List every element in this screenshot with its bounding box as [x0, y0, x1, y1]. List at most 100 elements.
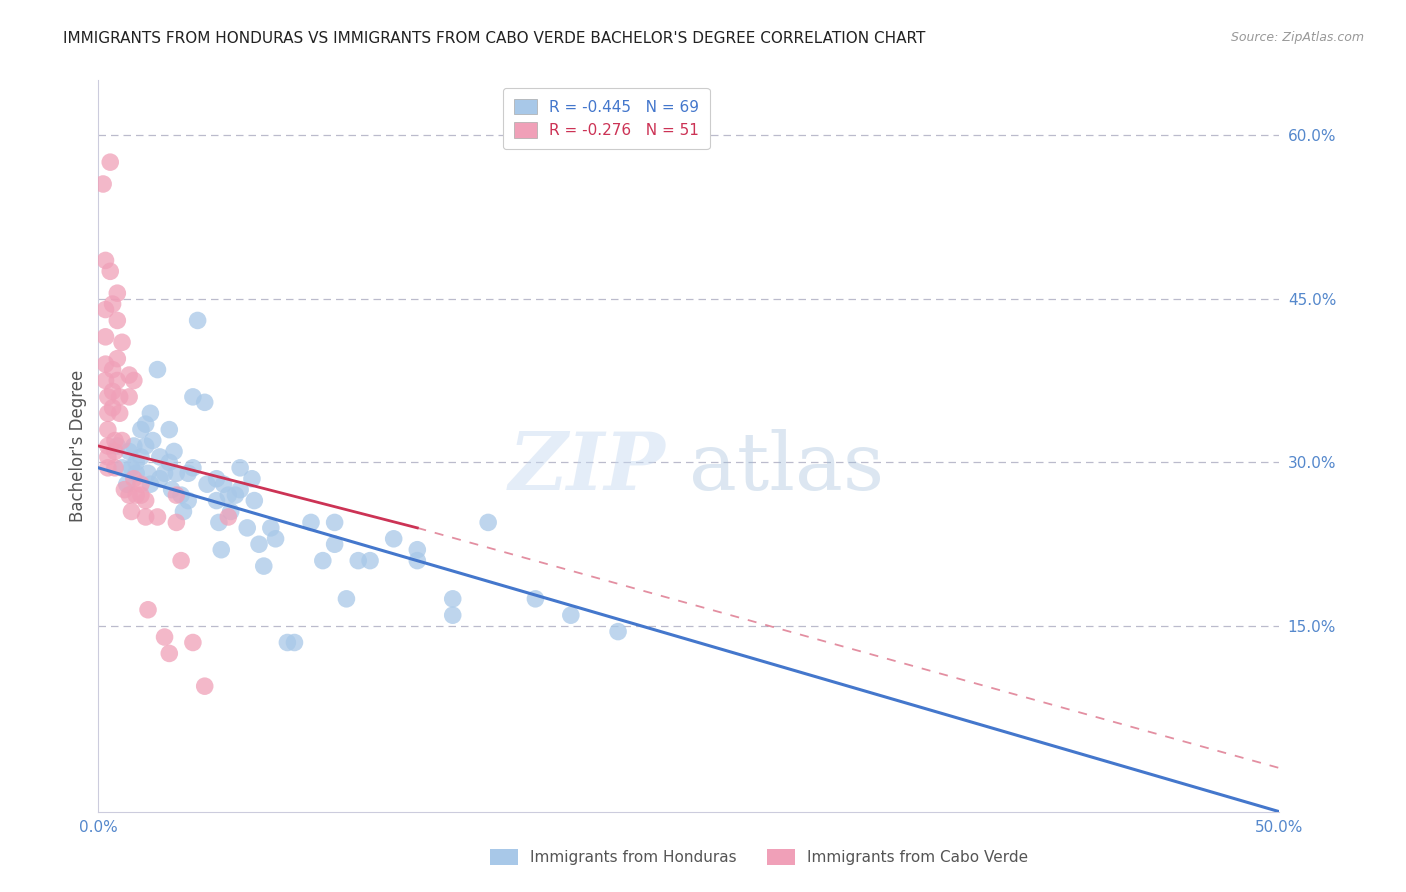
Point	[299, 516, 322, 530]
Point	[105, 313, 128, 327]
Point	[209, 542, 232, 557]
Point	[347, 554, 370, 568]
Point	[406, 554, 429, 568]
Point	[243, 493, 266, 508]
Point	[194, 395, 217, 409]
Point	[104, 444, 127, 458]
Point	[135, 417, 157, 432]
Point	[94, 330, 117, 344]
Point	[153, 630, 176, 644]
Point	[108, 390, 131, 404]
Point	[441, 591, 464, 606]
Point	[149, 472, 172, 486]
Point	[98, 155, 121, 169]
Point	[205, 472, 228, 486]
Point	[195, 477, 218, 491]
Point	[208, 516, 231, 530]
Point	[91, 177, 114, 191]
Point	[165, 467, 187, 481]
Point	[165, 488, 187, 502]
Point	[312, 554, 335, 568]
Point	[125, 488, 148, 502]
Point	[157, 423, 180, 437]
Point	[323, 537, 346, 551]
Point	[406, 542, 429, 557]
Point	[118, 390, 141, 404]
Point	[359, 554, 381, 568]
Point	[118, 488, 141, 502]
Point	[94, 253, 117, 268]
Point	[187, 313, 209, 327]
Point	[118, 444, 141, 458]
Point	[146, 510, 169, 524]
Point	[177, 467, 200, 481]
Point	[108, 406, 131, 420]
Point	[157, 647, 180, 661]
Point	[240, 472, 263, 486]
Point	[153, 467, 176, 481]
Point	[97, 390, 120, 404]
Point	[94, 302, 117, 317]
Point	[219, 504, 242, 518]
Point	[146, 362, 169, 376]
Point	[94, 374, 117, 388]
Point	[105, 439, 128, 453]
Point	[112, 483, 135, 497]
Point	[105, 374, 128, 388]
Point	[101, 401, 124, 415]
Point	[160, 483, 183, 497]
Point	[104, 460, 127, 475]
Point	[283, 635, 305, 649]
Point	[97, 423, 120, 437]
Point	[247, 537, 270, 551]
Point	[129, 488, 152, 502]
Text: Source: ZipAtlas.com: Source: ZipAtlas.com	[1230, 31, 1364, 45]
Point	[236, 521, 259, 535]
Point	[94, 357, 117, 371]
Point	[264, 532, 287, 546]
Point	[149, 450, 172, 464]
Point	[276, 635, 298, 649]
Point	[97, 406, 120, 420]
Point	[441, 608, 464, 623]
Point	[129, 477, 152, 491]
Point	[253, 559, 276, 574]
Point	[122, 439, 145, 453]
Point	[177, 493, 200, 508]
Point	[477, 516, 499, 530]
Point	[111, 434, 134, 448]
Point	[229, 460, 252, 475]
Point	[170, 554, 193, 568]
Point	[101, 384, 124, 399]
Point	[260, 521, 283, 535]
Point	[335, 591, 357, 606]
Point	[97, 450, 120, 464]
Point	[382, 532, 405, 546]
Point	[181, 390, 204, 404]
Point	[129, 450, 152, 464]
Point	[118, 368, 141, 382]
Point	[122, 374, 145, 388]
Point	[194, 679, 217, 693]
Point	[217, 510, 239, 524]
Point	[135, 493, 157, 508]
Text: IMMIGRANTS FROM HONDURAS VS IMMIGRANTS FROM CABO VERDE BACHELOR'S DEGREE CORRELA: IMMIGRANTS FROM HONDURAS VS IMMIGRANTS F…	[63, 31, 925, 46]
Point	[105, 351, 128, 366]
Point	[172, 504, 194, 518]
Point	[217, 488, 239, 502]
Point	[139, 477, 162, 491]
Point	[229, 483, 252, 497]
Text: ZIP: ZIP	[509, 429, 665, 507]
Point	[607, 624, 630, 639]
Point	[121, 460, 143, 475]
Point	[136, 467, 159, 481]
Point	[212, 477, 235, 491]
Point	[157, 455, 180, 469]
Text: atlas: atlas	[689, 429, 884, 507]
Point	[170, 488, 193, 502]
Point	[129, 423, 152, 437]
Point	[125, 455, 148, 469]
Point	[181, 460, 204, 475]
Point	[139, 406, 162, 420]
Point	[181, 635, 204, 649]
